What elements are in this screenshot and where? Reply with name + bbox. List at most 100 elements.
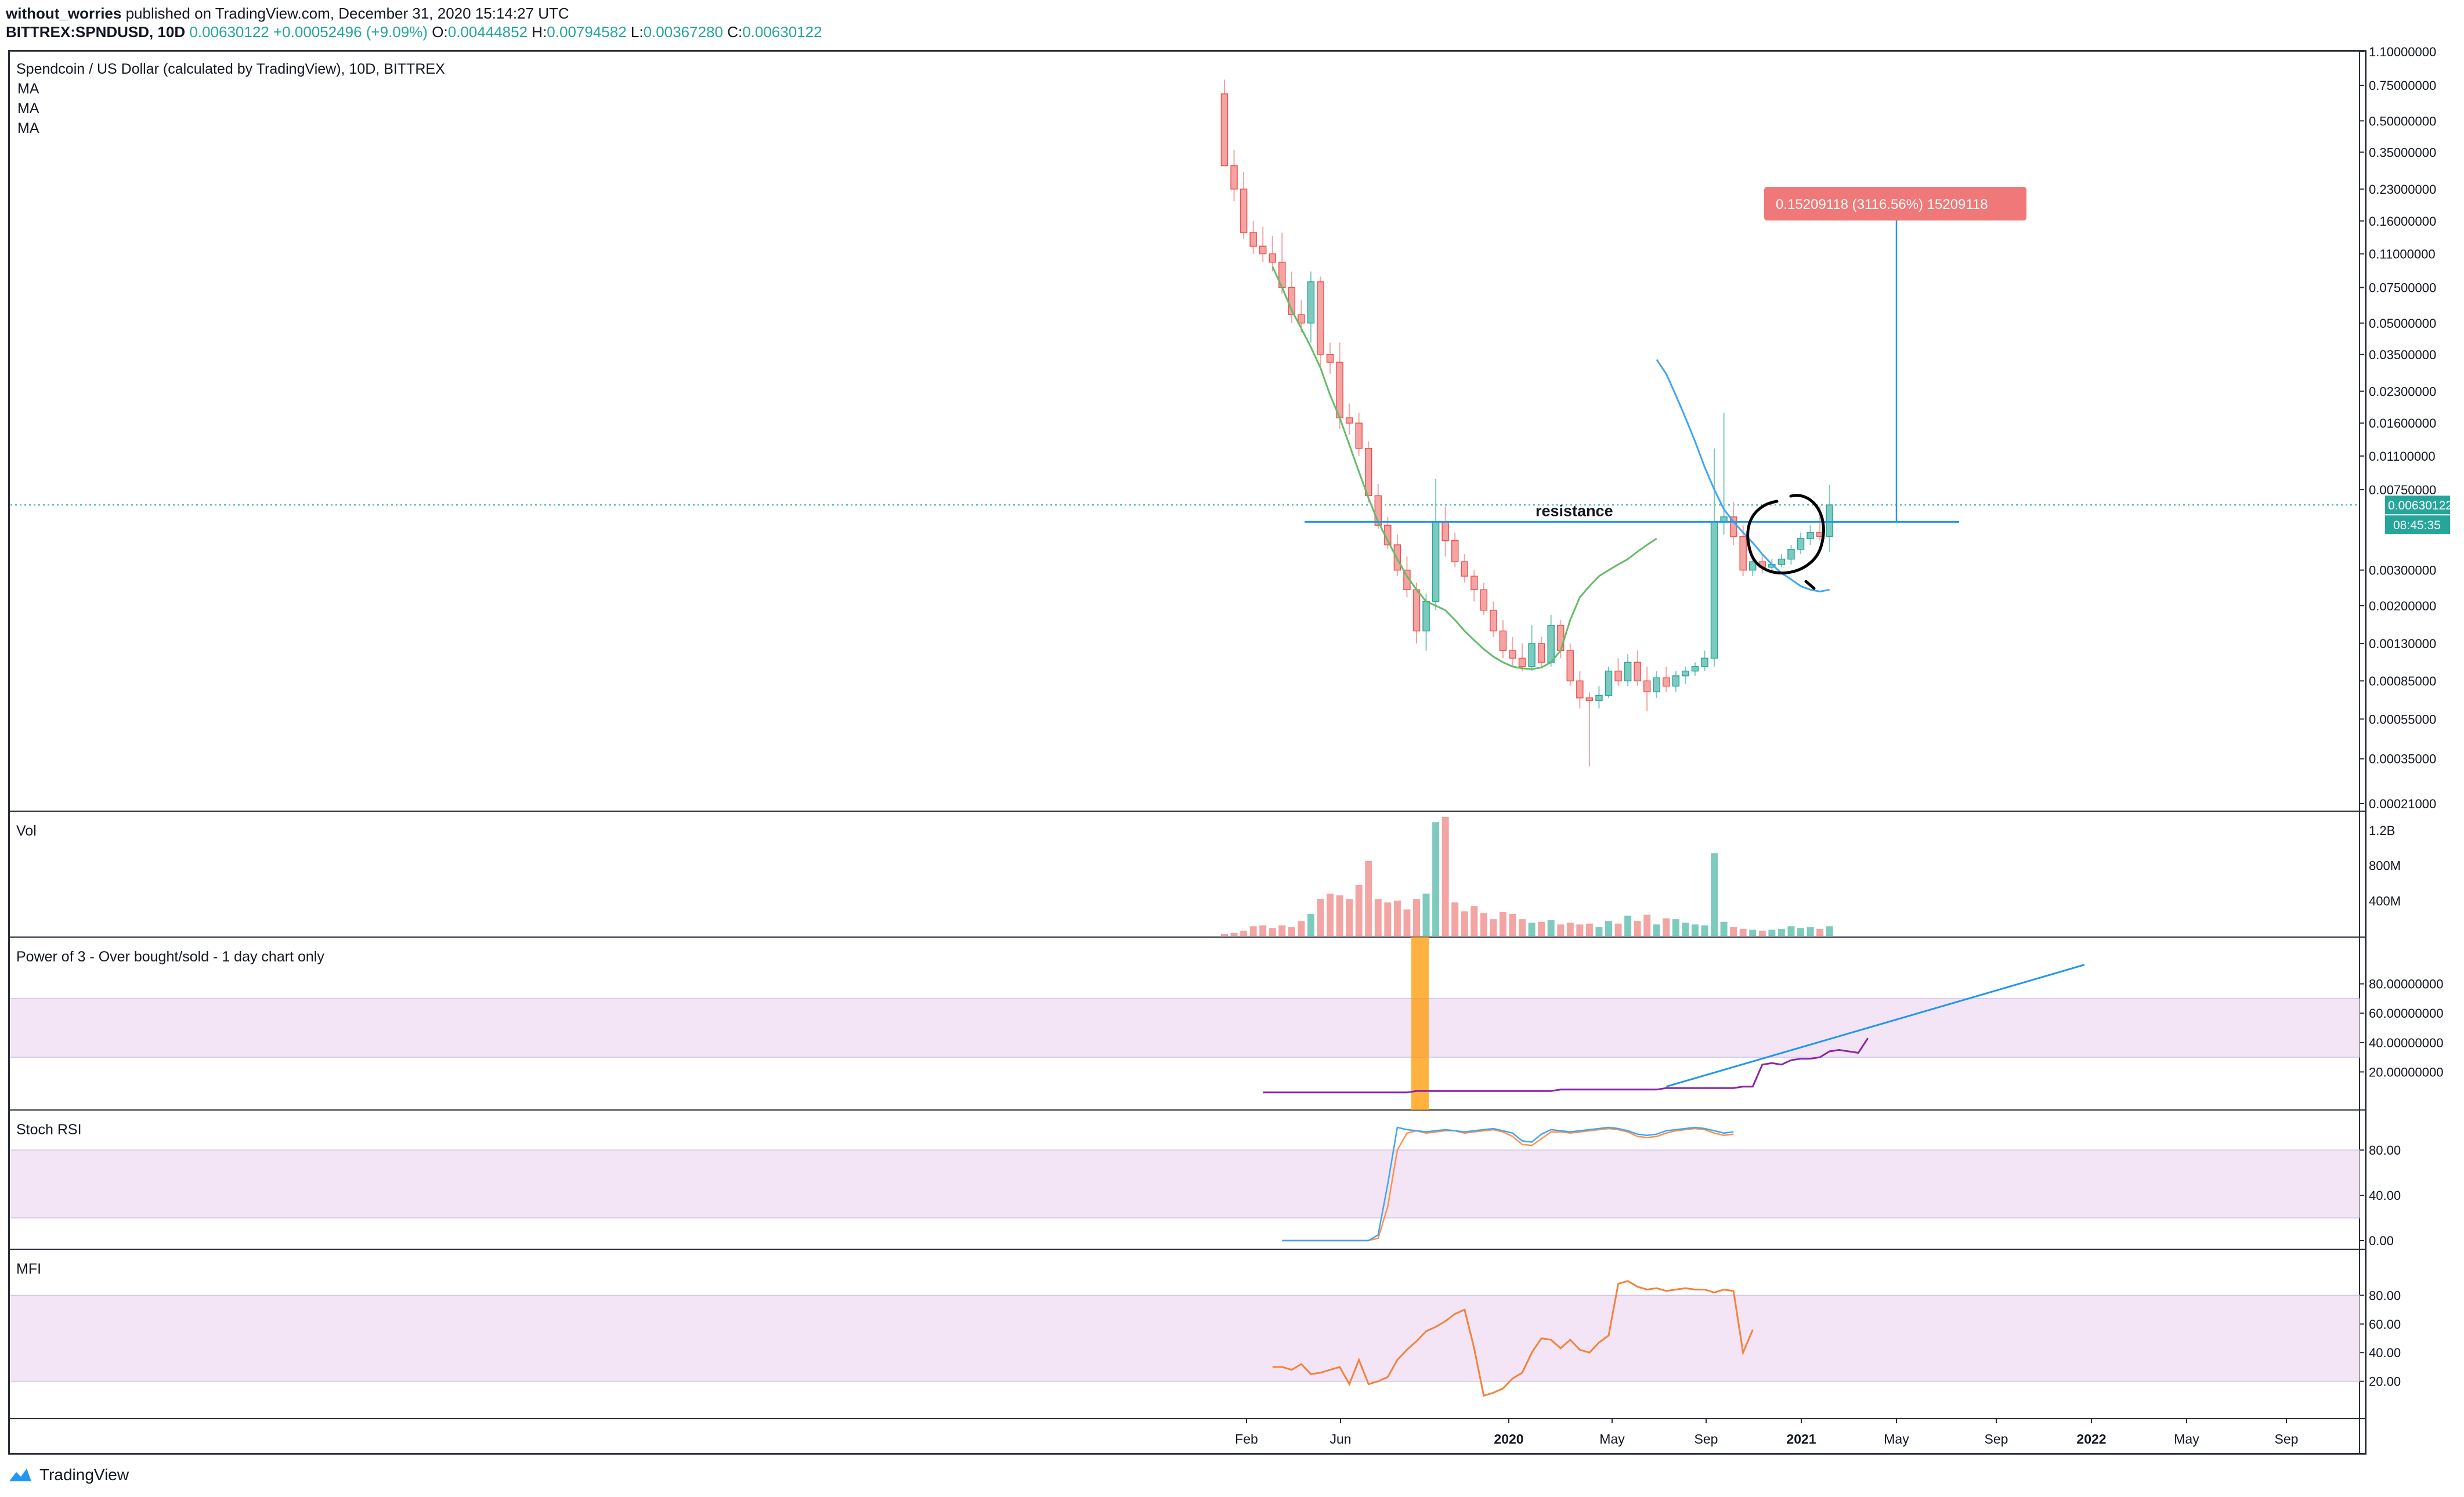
countdown-badge (2385, 515, 2450, 534)
published-text: published on TradingView.com, December 3… (121, 5, 569, 22)
candle-body (1451, 540, 1459, 562)
volume-bar (1327, 894, 1334, 936)
candle-body (1672, 675, 1680, 687)
stoch-band (10, 1150, 2360, 1218)
mfi-pane-title: MFI (16, 1261, 41, 1277)
volume-bar (1374, 899, 1382, 936)
close-value: 0.00630122 (742, 23, 822, 41)
volume-bar (1691, 924, 1699, 936)
candle-body (1249, 232, 1257, 247)
price-change: +0.00052496 (+9.09%) (273, 23, 428, 41)
candle-body (1259, 245, 1267, 255)
mfi-axis-label: 40.00 (2369, 1346, 2401, 1360)
volume-bar (1672, 919, 1679, 936)
high-label: H: (532, 23, 547, 41)
volume-bar (1221, 934, 1228, 936)
time-axis-label: Jun (1329, 1431, 1351, 1447)
volume-bar (1519, 919, 1526, 936)
candle-body (1298, 314, 1305, 324)
price-axis-label: 0.00035000 (2369, 752, 2436, 766)
power3-axis-label: 20.00000000 (2369, 1065, 2443, 1079)
price-axis-label: 0.00130000 (2369, 637, 2436, 651)
volume-bar (1480, 913, 1487, 936)
volume-bar (1403, 909, 1411, 936)
volume-bar (1605, 921, 1612, 936)
price-axis-label: 0.03500000 (2369, 348, 2436, 362)
candle-body (1307, 281, 1315, 324)
ma-blue-line (1656, 359, 1830, 593)
candle-body (1480, 589, 1488, 611)
volume-bar (1490, 919, 1497, 936)
power3-pane-title: Power of 3 - Over bought/sold - 1 day ch… (16, 949, 324, 965)
candle-body (1797, 538, 1805, 550)
candle-body (1663, 677, 1670, 687)
last-price: 0.00630122 (189, 23, 269, 41)
volume-bar (1797, 928, 1804, 936)
volume-bar (1384, 902, 1392, 936)
ma-green-line (1271, 266, 1657, 670)
volume-axis-label: 800M (2369, 859, 2401, 873)
price-axis-label: 0.50000000 (2369, 114, 2436, 128)
resistance-label: resistance (1536, 502, 1613, 519)
candle-body (1509, 650, 1516, 659)
price-axis-label: 0.00750000 (2369, 483, 2436, 497)
candle-body (1634, 661, 1641, 682)
candle-body (1412, 589, 1421, 632)
volume-bar (1336, 895, 1343, 936)
volume-bar (1585, 923, 1593, 936)
mfi-axis-label: 60.00 (2369, 1317, 2401, 1332)
mfi-axis-label: 80.00 (2369, 1288, 2401, 1303)
candle-body (1326, 354, 1334, 363)
target-label-box (1764, 187, 2026, 220)
volume-bar (1451, 902, 1459, 936)
power3-band (10, 998, 2360, 1058)
candle-body (1499, 630, 1507, 651)
author-name[interactable]: without_worries (6, 5, 122, 22)
candle-body (1595, 695, 1603, 701)
price-axis-label: 1.10000000 (2369, 45, 2436, 59)
volume-bar (1547, 920, 1555, 936)
candle-body (1739, 536, 1747, 571)
volume-bar (1653, 924, 1660, 936)
candle-body (1220, 93, 1229, 167)
volume-bar (1538, 921, 1545, 936)
power3-line (1263, 1037, 1869, 1094)
candle-body (1336, 361, 1343, 418)
volume-bar (1393, 901, 1401, 936)
candle-body (1547, 624, 1555, 663)
chart-frame[interactable] (8, 50, 2367, 1455)
volume-bar (1826, 926, 1833, 936)
volume-axis-label: 1.2B (2369, 823, 2395, 838)
volume-bar (1777, 928, 1785, 936)
volume-bar (1317, 899, 1324, 936)
price-axis-label: 0.00021000 (2369, 797, 2436, 811)
mfi-band (10, 1295, 2360, 1382)
power3-axis-label: 40.00000000 (2369, 1036, 2443, 1050)
volume-bar (1566, 923, 1574, 936)
price-axis-label: 0.01100000 (2369, 449, 2436, 464)
volume-bar (1432, 822, 1440, 936)
candle-body (1729, 516, 1737, 537)
time-axis-label: 2020 (1494, 1431, 1523, 1447)
volume-bar (1787, 926, 1795, 936)
time-axis-label: 2022 (2076, 1431, 2106, 1447)
time-axis-label: Sep (1985, 1431, 2008, 1447)
time-axis-label: May (1599, 1431, 1625, 1447)
tradingview-logo[interactable]: TradingView (7, 1466, 129, 1484)
candle-body (1701, 657, 1708, 667)
volume-bar (1614, 923, 1622, 936)
volume-bar (1768, 930, 1776, 936)
volume-bar (1663, 918, 1670, 936)
volume-bar (1576, 924, 1584, 936)
time-axis-label: May (1884, 1431, 1909, 1447)
stoch-axis-label: 40.00 (2369, 1188, 2401, 1203)
candle-body (1807, 532, 1814, 539)
stoch-axis-label: 0.00 (2369, 1234, 2394, 1248)
candle-body (1461, 561, 1468, 577)
candle-body (1614, 670, 1622, 682)
candle-body (1355, 422, 1363, 449)
ma-legend-item: MA (17, 120, 39, 136)
candle-body (1422, 601, 1430, 632)
candle-body (1710, 521, 1718, 659)
